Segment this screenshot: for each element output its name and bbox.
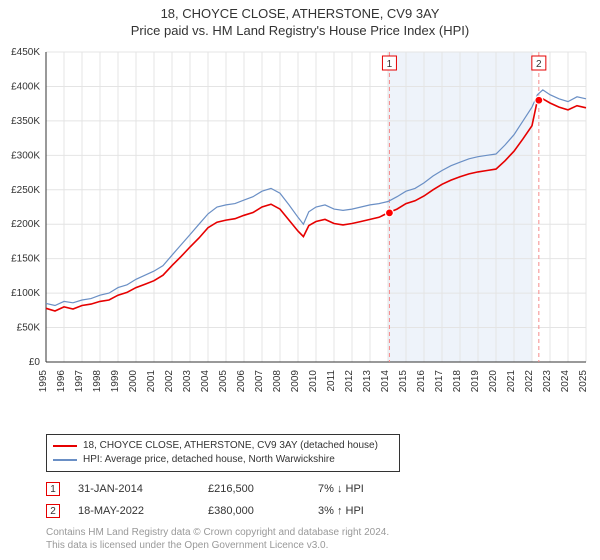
legend-swatch [53,459,77,461]
event-date: 31-JAN-2014 [78,483,208,495]
event-row: 2 18-MAY-2022 £380,000 3% ↑ HPI [46,500,586,522]
footer-line1: Contains HM Land Registry data © Crown c… [46,526,389,539]
svg-text:2024: 2024 [560,370,571,393]
svg-text:1997: 1997 [74,370,85,393]
svg-text:2004: 2004 [200,370,211,393]
svg-text:£200K: £200K [11,219,40,230]
event-num: 1 [50,484,56,495]
svg-text:2015: 2015 [398,370,409,393]
svg-text:2008: 2008 [272,370,283,393]
chart-title-block: 18, CHOYCE CLOSE, ATHERSTONE, CV9 3AY Pr… [0,0,600,38]
svg-text:2013: 2013 [362,370,373,393]
svg-text:2007: 2007 [254,370,265,393]
events-table: 1 31-JAN-2014 £216,500 7% ↓ HPI 2 18-MAY… [46,478,586,522]
svg-text:£150K: £150K [11,254,40,265]
svg-text:2019: 2019 [470,370,481,393]
svg-text:2010: 2010 [308,370,319,393]
svg-text:£250K: £250K [11,185,40,196]
svg-text:1998: 1998 [92,370,103,393]
svg-text:1996: 1996 [56,370,67,393]
line-chart: £0£50K£100K£150K£200K£250K£300K£350K£400… [46,52,586,398]
svg-text:1995: 1995 [38,370,49,393]
svg-text:2016: 2016 [416,370,427,393]
svg-text:2: 2 [536,59,542,70]
svg-text:2017: 2017 [434,370,445,393]
svg-text:2018: 2018 [452,370,463,393]
svg-text:£0: £0 [29,357,41,368]
svg-text:2001: 2001 [146,370,157,393]
svg-text:2022: 2022 [524,370,535,393]
svg-text:2025: 2025 [578,370,589,393]
footer: Contains HM Land Registry data © Crown c… [46,526,389,552]
legend-item: 18, CHOYCE CLOSE, ATHERSTONE, CV9 3AY (d… [53,439,393,453]
legend-item: HPI: Average price, detached house, Nort… [53,453,393,467]
svg-text:2003: 2003 [182,370,193,393]
event-date: 18-MAY-2022 [78,505,208,517]
svg-text:2006: 2006 [236,370,247,393]
legend-swatch [53,445,77,447]
legend-label: 18, CHOYCE CLOSE, ATHERSTONE, CV9 3AY (d… [83,439,378,453]
legend: 18, CHOYCE CLOSE, ATHERSTONE, CV9 3AY (d… [46,434,400,472]
svg-text:2009: 2009 [290,370,301,393]
chart-area: £0£50K£100K£150K£200K£250K£300K£350K£400… [46,52,586,398]
svg-text:1999: 1999 [110,370,121,393]
event-row: 1 31-JAN-2014 £216,500 7% ↓ HPI [46,478,586,500]
svg-text:2000: 2000 [128,370,139,393]
svg-text:2011: 2011 [326,370,337,392]
event-price: £216,500 [208,483,318,495]
svg-text:2002: 2002 [164,370,175,393]
event-marker-box: 1 [46,482,60,496]
footer-line2: This data is licensed under the Open Gov… [46,539,389,552]
svg-text:£100K: £100K [11,288,40,299]
svg-text:£400K: £400K [11,81,40,92]
svg-text:£350K: £350K [11,116,40,127]
svg-text:2021: 2021 [506,370,517,393]
chart-title-line2: Price paid vs. HM Land Registry's House … [0,23,600,38]
svg-text:2020: 2020 [488,370,499,393]
event-delta: 3% ↑ HPI [318,505,428,517]
svg-text:2014: 2014 [380,370,391,393]
svg-text:£300K: £300K [11,150,40,161]
svg-text:£450K: £450K [11,47,40,58]
svg-text:1: 1 [387,59,393,70]
svg-text:£50K: £50K [17,323,41,334]
svg-text:2023: 2023 [542,370,553,393]
svg-text:2005: 2005 [218,370,229,393]
legend-label: HPI: Average price, detached house, Nort… [83,453,335,467]
event-price: £380,000 [208,505,318,517]
event-delta: 7% ↓ HPI [318,483,428,495]
event-num: 2 [50,506,56,517]
svg-text:2012: 2012 [344,370,355,393]
chart-title-line1: 18, CHOYCE CLOSE, ATHERSTONE, CV9 3AY [0,6,600,21]
event-marker-box: 2 [46,504,60,518]
